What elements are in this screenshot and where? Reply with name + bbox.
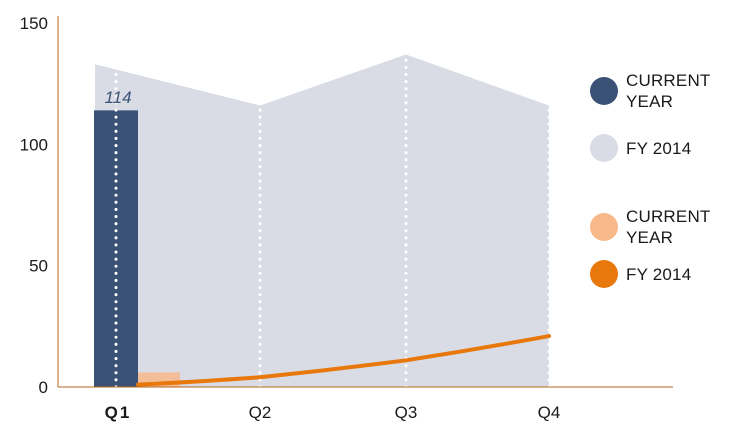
legend-label: CURRENT YEAR [626,71,711,111]
y-tick-label-100: 100 [20,135,48,154]
x-tick-label-q3: Q3 [395,403,418,422]
legend-item-fy2014-grey: FY 2014 [590,134,740,162]
y-tick-label-0: 0 [39,378,48,397]
legend-swatch-peach [590,213,618,241]
x-tick-label-q2: Q2 [249,403,272,422]
axes [57,16,673,388]
labels: 0 50 100 150 Q1 Q2 Q3 Q4 114 [20,14,561,422]
legend-swatch-navy [590,77,618,105]
bar-layer [94,110,180,388]
bar-current-year-q1 [94,110,138,388]
legend-label: FY 2014 [626,138,692,158]
y-tick-label-50: 50 [29,257,48,276]
legend-item-current-year-peach: CURRENT YEAR [590,206,740,248]
area-layer [95,54,549,388]
data-label-q1: 114 [104,88,131,107]
line-layer [136,334,551,387]
x-tick-label-q1: Q1 [105,403,132,422]
legend-swatch-grey [590,134,618,162]
legend-item-current-year-navy: CURRENT YEAR [590,70,740,112]
legend-label: CURRENT YEAR [626,207,711,247]
x-tick-label-q4: Q4 [538,403,561,422]
legend-item-fy2014-orange: FY 2014 [590,260,740,288]
fy2014-area [95,54,549,388]
legend-label: FY 2014 [626,264,692,284]
fy2014-line [136,334,551,387]
legend: CURRENT YEAR FY 2014 CURRENT YEAR FY 201… [590,70,740,288]
y-tick-label-150: 150 [20,14,48,33]
category-gridlines [114,53,551,389]
legend-swatch-orange [590,260,618,288]
